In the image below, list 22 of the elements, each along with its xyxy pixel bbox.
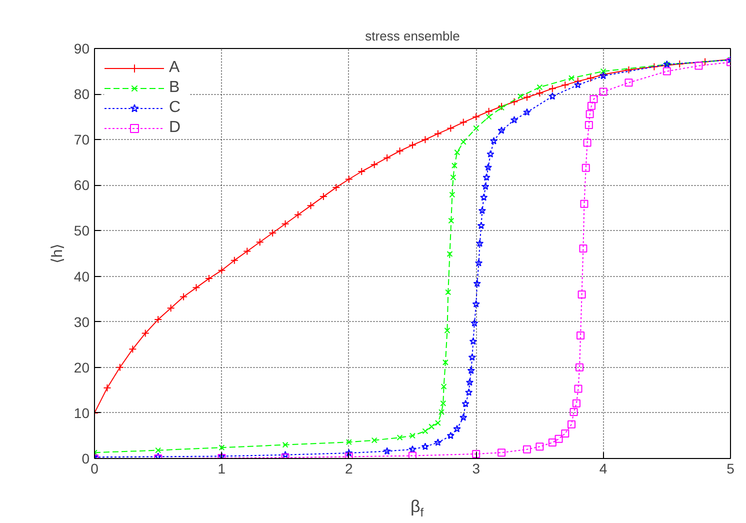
y-tick-label: 60 bbox=[74, 177, 90, 194]
y-axis-title: ⟨h⟩ bbox=[48, 243, 66, 264]
y-tick-label: 70 bbox=[74, 132, 90, 148]
y-tick-label: 10 bbox=[74, 404, 90, 421]
y-tick-label: 50 bbox=[74, 222, 90, 239]
chart-title: stress ensemble bbox=[365, 28, 460, 44]
y-tick-label: 20 bbox=[74, 359, 90, 376]
x-tick-label: 4 bbox=[599, 460, 608, 476]
y-tick-label: 90 bbox=[74, 40, 90, 56]
x-tick-label: 1 bbox=[218, 460, 226, 476]
y-tick-label: 80 bbox=[74, 86, 90, 102]
legend-label: C bbox=[169, 99, 182, 117]
legend-label: A bbox=[169, 59, 181, 77]
legend-label: B bbox=[169, 79, 181, 97]
x-tick-label: 5 bbox=[726, 460, 735, 476]
legend-label: D bbox=[169, 119, 182, 137]
y-tick-label: 40 bbox=[74, 268, 90, 284]
x-tick-label: 3 bbox=[472, 460, 480, 476]
y-tick-label: 0 bbox=[82, 450, 90, 466]
x-axis-title: β$_{f}$ bbox=[409, 496, 425, 522]
y-tick-label: 30 bbox=[74, 314, 90, 330]
x-tick-label: 2 bbox=[345, 460, 354, 476]
